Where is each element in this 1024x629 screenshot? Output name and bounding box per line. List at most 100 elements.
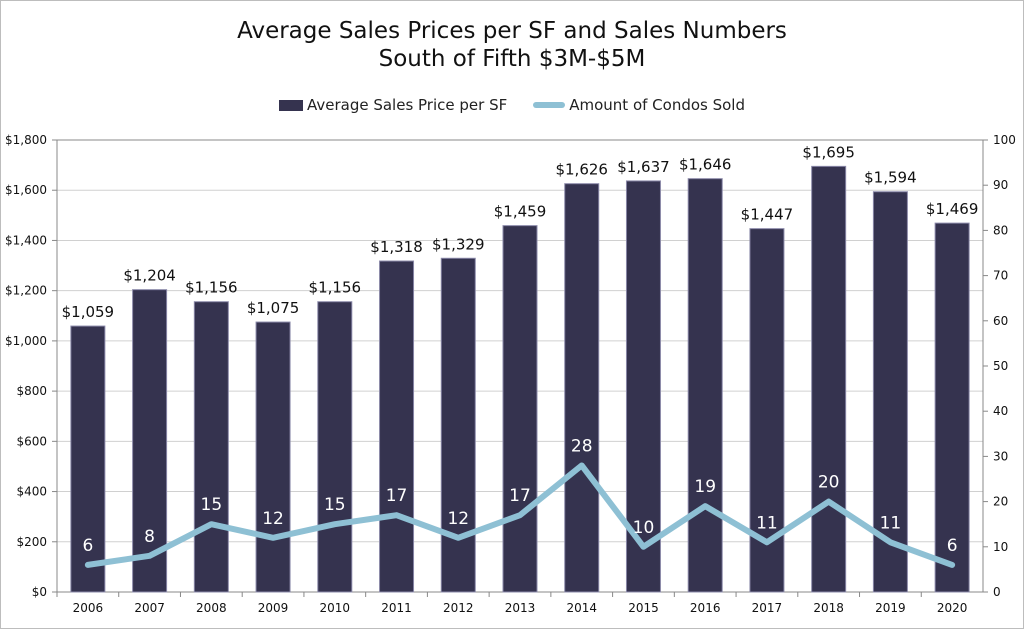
line-point: [826, 499, 831, 504]
line-point: [641, 544, 646, 549]
right-tick-label: 30: [993, 449, 1008, 463]
bar-value-label: $1,059: [62, 303, 115, 321]
line-value-label: 19: [694, 477, 716, 497]
bar: [317, 301, 353, 593]
legend-item-line: Amount of Condos Sold: [533, 96, 745, 114]
line-value-label: 12: [447, 509, 469, 529]
right-tick-label: 50: [993, 359, 1008, 373]
bar-value-label: $1,318: [370, 238, 423, 256]
right-tick-label: 70: [993, 269, 1008, 283]
bar: [625, 180, 661, 593]
x-tick-label: 2019: [875, 601, 906, 615]
bar: [255, 321, 291, 593]
line-value-label: 6: [947, 536, 958, 556]
bar-value-label: $1,329: [432, 235, 485, 253]
x-tick-label: 2012: [443, 601, 474, 615]
bar-value-label: $1,204: [123, 267, 176, 285]
line-point: [394, 513, 399, 518]
line-value-label: 11: [756, 513, 778, 533]
line-value-label: 17: [509, 486, 531, 506]
left-tick-label: $800: [16, 384, 47, 398]
line-value-label: 10: [633, 518, 655, 538]
line-value-label: 20: [818, 473, 840, 493]
left-tick-label: $400: [16, 485, 47, 499]
left-tick-label: $1,600: [5, 183, 47, 197]
right-tick-label: 60: [993, 314, 1008, 328]
right-tick-label: 20: [993, 495, 1008, 509]
x-tick-label: 2014: [566, 601, 597, 615]
bar-value-label: $1,156: [185, 279, 238, 297]
x-tick-label: 2016: [690, 601, 721, 615]
right-tick-label: 90: [993, 178, 1008, 192]
bar-value-label: $1,626: [555, 161, 608, 179]
bar: [811, 165, 847, 593]
left-tick-label: $1,200: [5, 284, 47, 298]
right-tick-label: 10: [993, 540, 1008, 554]
bar: [934, 222, 970, 593]
x-tick-label: 2011: [381, 601, 412, 615]
line-value-label: 11: [880, 513, 902, 533]
x-tick-label: 2013: [505, 601, 536, 615]
line-point: [518, 513, 522, 518]
left-tick-label: $0: [32, 585, 47, 599]
bar: [193, 301, 229, 593]
legend-label-bar: Average Sales Price per SF: [306, 96, 508, 114]
line-value-label: 15: [324, 495, 346, 515]
x-tick-label: 2010: [320, 601, 351, 615]
right-tick-label: 80: [993, 223, 1008, 237]
bar: [502, 225, 538, 593]
line-value-label: 15: [201, 495, 223, 515]
line-point: [703, 504, 708, 509]
x-tick-label: 2007: [134, 601, 165, 615]
line-point: [764, 540, 769, 545]
line-point: [332, 522, 337, 527]
chart-title: Average Sales Prices per SF and Sales Nu…: [237, 18, 787, 44]
right-tick-label: 0: [993, 585, 1001, 599]
line-value-label: 12: [262, 509, 284, 529]
bar: [564, 183, 600, 593]
bar: [379, 260, 415, 593]
bar-value-label: $1,695: [802, 143, 855, 161]
left-tick-label: $1,400: [5, 233, 47, 247]
bar-value-label: $1,447: [741, 206, 794, 224]
line-value-label: 17: [386, 486, 408, 506]
line-point: [85, 562, 90, 567]
line-point: [579, 463, 584, 468]
bar: [872, 191, 908, 593]
right-tick-label: 100: [993, 133, 1016, 147]
line-value-label: 8: [144, 527, 155, 547]
chart-legend: Average Sales Price per SF Amount of Con…: [0, 96, 1024, 114]
bar-value-label: $1,156: [309, 279, 362, 297]
line-value-label: 28: [571, 436, 593, 456]
x-tick-label: 2006: [73, 601, 104, 615]
bar-value-label: $1,637: [617, 158, 670, 176]
line-point: [888, 540, 893, 545]
left-tick-label: $600: [16, 434, 47, 448]
bar-value-label: $1,594: [864, 169, 917, 187]
line-point: [950, 562, 955, 567]
bar: [749, 228, 785, 593]
x-tick-label: 2008: [196, 601, 227, 615]
line-value-label: 6: [82, 536, 93, 556]
bar: [440, 257, 476, 593]
x-tick-label: 2015: [628, 601, 659, 615]
legend-swatch-line: [533, 102, 566, 108]
line-point: [271, 535, 276, 540]
bar: [132, 289, 168, 593]
x-tick-label: 2017: [752, 601, 783, 615]
line-point: [456, 535, 461, 540]
bar-value-label: $1,459: [494, 203, 547, 221]
bar-value-label: $1,075: [247, 299, 300, 317]
left-tick-label: $200: [16, 535, 47, 549]
x-tick-label: 2009: [258, 601, 289, 615]
left-tick-label: $1,800: [5, 133, 47, 147]
chart-subtitle: South of Fifth $3M-$5M: [378, 46, 646, 72]
line-point: [209, 522, 214, 527]
x-tick-label: 2018: [813, 601, 844, 615]
bar-value-label: $1,469: [926, 200, 979, 218]
bar: [687, 178, 723, 593]
left-tick-label: $1,000: [5, 334, 47, 348]
legend-item-bar: Average Sales Price per SF: [278, 96, 508, 114]
legend-label-line: Amount of Condos Sold: [569, 96, 746, 114]
